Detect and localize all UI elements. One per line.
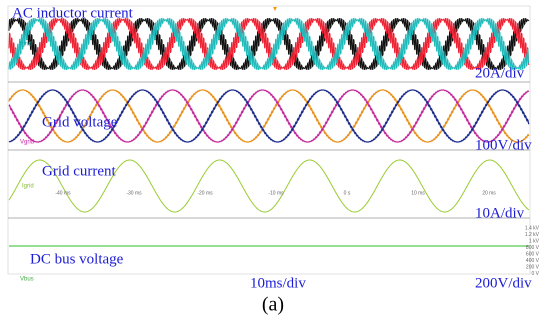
axis-label: 400 V (526, 258, 540, 264)
channel-label: Igrid (22, 184, 34, 190)
axis-label: 200 V (526, 264, 540, 270)
channel-label: Vgrid (20, 140, 34, 146)
time-label: -10 ms (268, 190, 284, 196)
panel-scale: 20A/div (475, 65, 525, 81)
panel-title: Grid current (42, 163, 117, 179)
time-scale: 10ms/div (250, 275, 306, 291)
time-label: 10 ms (411, 190, 425, 196)
panel-scale: 10A/div (475, 205, 525, 221)
axis-label: 600 V (526, 251, 540, 257)
time-label: -20 ms (197, 190, 213, 196)
time-label: 20 ms (482, 190, 496, 196)
panel-title: DC bus voltage (30, 251, 124, 267)
figure: AC inductor current 20A/div Grid voltage… (0, 0, 546, 326)
axis-label: 800 V (526, 245, 540, 251)
oscilloscope: AC inductor current 20A/div Grid voltage… (0, 0, 546, 326)
panel-title: Grid voltage (42, 114, 118, 130)
time-label: -40 ms (55, 190, 71, 196)
axis-label: 1.4 kV (525, 225, 540, 231)
time-label: 0 s (344, 190, 351, 196)
axis-label: 0 V (531, 271, 539, 277)
caption: (a) (262, 294, 284, 316)
panel-title: AC inductor current (12, 5, 134, 21)
axis-label: 1.2 kV (525, 232, 540, 238)
panel-scale: 200V/div (475, 275, 532, 291)
channel-label: Igrid (20, 42, 32, 48)
axis-label: 1 kV (529, 238, 540, 244)
panel-scale: 100V/div (475, 137, 532, 153)
time-label: -30 ms (126, 190, 142, 196)
channel-label: Vbus (20, 277, 34, 283)
